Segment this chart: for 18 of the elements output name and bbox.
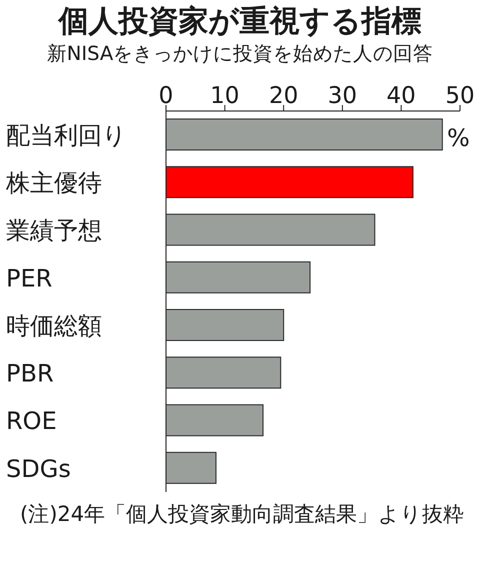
y-tick-label: PBR (6, 360, 54, 388)
x-tick-label: 0 (158, 83, 174, 109)
chart-title: 個人投資家が重視する指標 (56, 3, 422, 40)
y-tick-label: ROE (6, 407, 57, 436)
x-tick-label: 20 (268, 83, 298, 109)
x-tick-label: 40 (386, 83, 416, 109)
y-tick-label: 配当利回り (6, 121, 127, 150)
y-tick-label: 株主優待 (5, 169, 102, 198)
y-tick-label: SDGs (6, 454, 71, 483)
x-tick-label: 10 (210, 83, 240, 109)
x-tick-label: 50 (445, 83, 475, 109)
text: (注)24年「個人投資家動向調査結果」より抜粋 (19, 501, 466, 528)
y-tick-label: 時価総額 (6, 312, 102, 340)
y-tick-label: PER (6, 264, 52, 292)
x-tick-label: 30 (328, 83, 358, 109)
chart-subtitle: 新NISAをきっかけに投資を始めた人の回答 (46, 41, 434, 67)
x-axis-title: % (447, 124, 470, 152)
y-tick-label: 業績予想 (6, 216, 102, 245)
